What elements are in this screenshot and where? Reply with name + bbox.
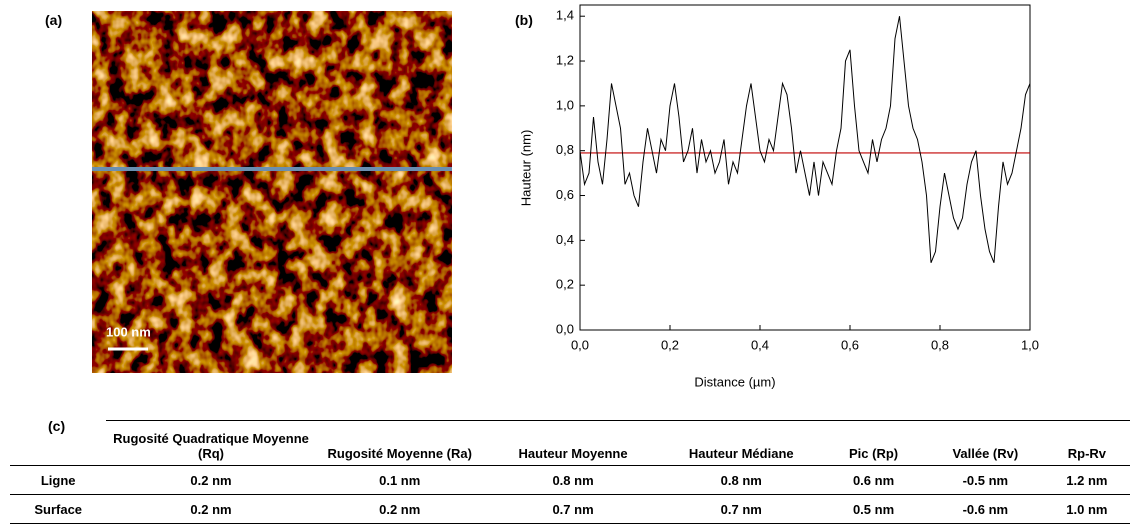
y-tick-label: 0,8	[556, 142, 574, 157]
row-header: Ligne	[10, 465, 107, 495]
x-tick-label: 1,0	[1021, 337, 1039, 352]
afm-image: 100 nm	[92, 11, 452, 373]
y-axis-title: Hauteur (nm)	[518, 130, 533, 207]
x-tick-label: 0,0	[571, 337, 589, 352]
table-row: Surface 0.2 nm 0.2 nm 0.7 nm 0.7 nm 0.5 nm -0.…	[10, 494, 1130, 524]
x-tick-label: 0,2	[661, 337, 679, 352]
value-cell: 0.1 nm	[315, 465, 484, 495]
value-cell: 1.0 nm	[1043, 494, 1130, 524]
header-cell: Vallée (Rv)	[952, 446, 1019, 461]
table-row: Ligne 0.2 nm 0.1 nm 0.8 nm 0.8 nm 0.6 nm -0.5 …	[10, 465, 1130, 495]
header-cell: Pic (Rp)	[848, 446, 899, 461]
value-cell: 0.2 nm	[106, 494, 316, 524]
value-cell: 0.2 nm	[315, 494, 484, 524]
value-cell: 0.7 nm	[483, 494, 663, 524]
panel-label: (a)	[45, 12, 63, 28]
value-cell: 0.6 nm	[820, 465, 927, 495]
y-tick-label: 0,6	[556, 187, 574, 202]
y-tick-label: 0,0	[556, 321, 574, 336]
value-cell: 0.7 nm	[662, 494, 821, 524]
afm-texture	[92, 11, 452, 373]
value-cell: -0.6 nm	[926, 494, 1044, 524]
x-tick-label: 0,8	[931, 337, 949, 352]
y-tick-label: 0,4	[556, 232, 574, 247]
corner-cell	[10, 420, 107, 466]
row-header: Surface	[10, 494, 107, 524]
x-tick-label: 0,4	[751, 337, 769, 352]
header-cell: Rugosité Moyenne (Ra)	[327, 446, 472, 461]
roughness-table: Rugosité Quadratique Moyenne (Rq) Rugosit…	[10, 420, 1130, 524]
value-cell: 0.8 nm	[662, 465, 821, 495]
profile-line	[579, 16, 1031, 263]
value-cell: 0.5 nm	[820, 494, 927, 524]
header-cell: Rugosité Quadratique Moyenne (Rq)	[113, 431, 309, 461]
y-tick-label: 1,4	[556, 8, 574, 23]
panel-label: (b)	[515, 12, 533, 28]
y-tick-label: 1,0	[556, 97, 574, 112]
scale-label: 100 nm	[106, 324, 151, 339]
header-cell: Rp-Rv	[1067, 446, 1107, 461]
value-cell: 1.2 nm	[1043, 465, 1130, 495]
value-cell: 0.2 nm	[106, 465, 316, 495]
y-tick-label: 1,2	[556, 52, 574, 67]
x-axis-title: Distance (µm)	[694, 374, 775, 389]
header-cell: Hauteur Médiane	[688, 446, 794, 461]
value-cell: 0.8 nm	[483, 465, 663, 495]
header-cell: Hauteur Moyenne	[518, 446, 628, 461]
value-cell: -0.5 nm	[926, 465, 1044, 495]
chart: Distance (µm) Hauteur (nm) 0,0 0,2 0,4 0,6 0…	[518, 4, 1039, 389]
plot-frame	[579, 4, 1031, 331]
x-tick-label: 0,6	[841, 337, 859, 352]
y-tick-label: 0,2	[556, 277, 574, 292]
